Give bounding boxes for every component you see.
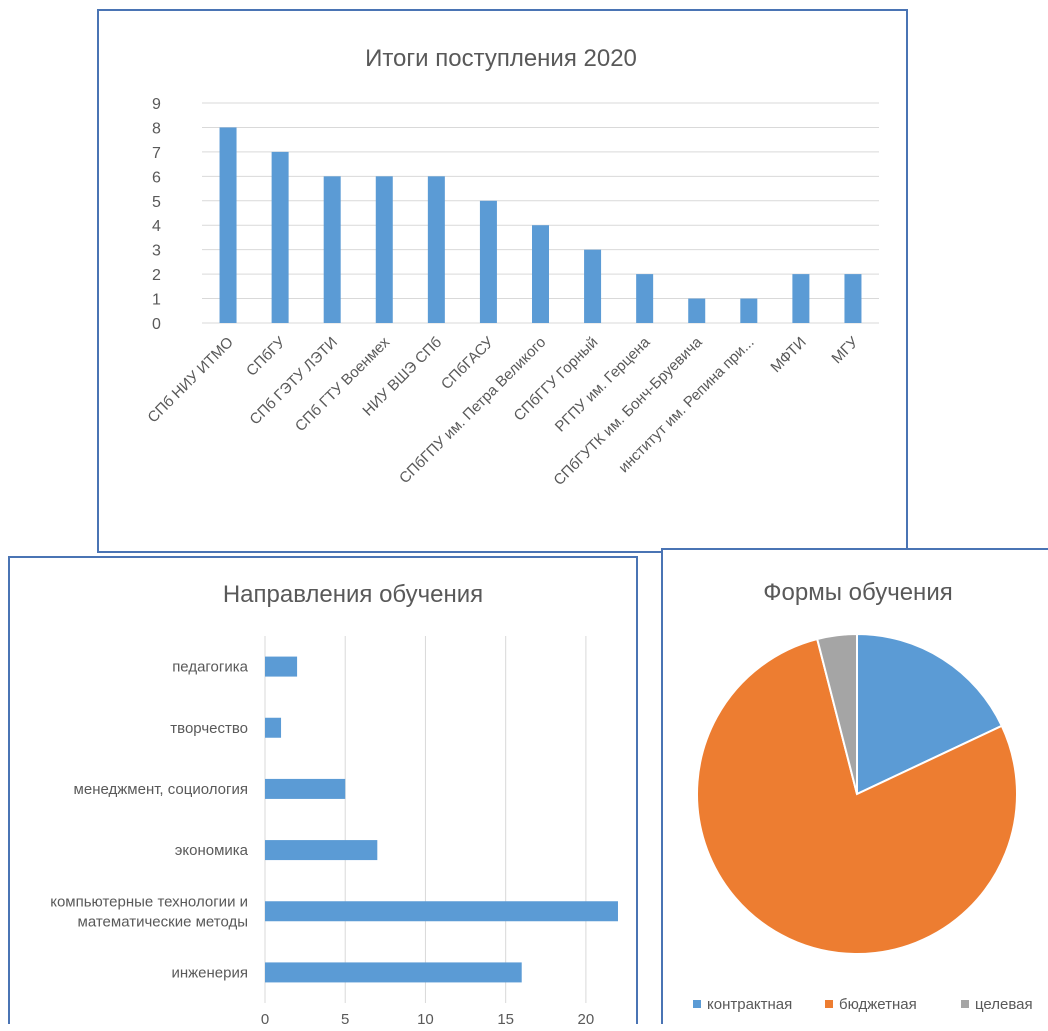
legend-label: бюджетная [839, 996, 917, 1013]
legend-label: целевая [975, 996, 1033, 1013]
y-tick-label: 7 [152, 145, 161, 162]
y-tick-label: математические методы [78, 913, 248, 930]
y-tick-label: 6 [152, 169, 161, 186]
bar [265, 901, 618, 921]
y-tick-label: менеджмент, социология [74, 781, 248, 798]
chart-title: Итоги поступления 2020 [365, 45, 637, 72]
y-tick-label: 0 [152, 316, 161, 333]
bar [265, 840, 377, 860]
x-tick-label: СПб ГТУ Военмех [292, 333, 394, 435]
directions-chart: Направления обучения педагогика творчеств… [10, 558, 636, 1026]
bar [688, 299, 705, 323]
bar [480, 201, 497, 323]
bar [584, 250, 601, 323]
bar [376, 176, 393, 323]
y-tick-label: 4 [152, 218, 161, 235]
legend-swatch [961, 1000, 969, 1008]
y-tick-label: 2 [152, 267, 161, 284]
y-tick-label: творчество [170, 720, 248, 737]
bar [265, 779, 345, 799]
bar [265, 962, 522, 982]
bar [740, 299, 757, 323]
directions-chart-panel: Направления обучения педагогика творчеств… [8, 556, 638, 1024]
x-tick-label: СПб ГЭТУ ЛЭТИ [246, 334, 341, 429]
y-tick-label: 8 [152, 120, 161, 137]
x-tick-label: СПб НИУ ИТМО [144, 334, 236, 426]
y-tick-label: экономика [175, 842, 249, 859]
bar [272, 152, 289, 323]
y-tick-label: 5 [152, 194, 161, 211]
admissions-chart-panel: Итоги поступления 2020 0 1 2 3 4 5 6 7 8 9 СПб НИУ… [97, 9, 908, 553]
y-tick-label: 3 [152, 243, 161, 260]
admissions-chart: Итоги поступления 2020 0 1 2 3 4 5 6 7 8 9 СПб НИУ… [99, 11, 906, 551]
x-tick-label: МГУ [828, 333, 862, 367]
bar [428, 176, 445, 323]
legend-swatch [693, 1000, 701, 1008]
study-forms-chart-panel: Формы обучения контрактная бюджетная целев… [661, 548, 1048, 1024]
y-tick-label: компьютерные технологии и [50, 893, 248, 910]
bar [324, 176, 341, 323]
y-tick-label: 9 [152, 96, 161, 113]
study-forms-chart: Формы обучения контрактная бюджетная целев… [663, 550, 1048, 1026]
bar [792, 274, 809, 323]
bar [265, 718, 281, 738]
bar [532, 225, 549, 323]
y-tick-label: инженерия [171, 964, 248, 981]
y-tick-label: педагогика [172, 659, 248, 676]
chart-title: Направления обучения [223, 581, 483, 608]
legend-label: контрактная [707, 996, 792, 1013]
bar [844, 274, 861, 323]
bar [265, 657, 297, 677]
chart-title: Формы обучения [763, 579, 952, 606]
bar [220, 127, 237, 323]
x-tick-label: СПбГУ [243, 333, 289, 379]
legend-swatch [825, 1000, 833, 1008]
bar [636, 274, 653, 323]
y-tick-label: 1 [152, 292, 161, 309]
x-tick-label: МФТИ [767, 334, 809, 376]
x-tick-label: РГПУ им. Герцена [552, 333, 654, 435]
